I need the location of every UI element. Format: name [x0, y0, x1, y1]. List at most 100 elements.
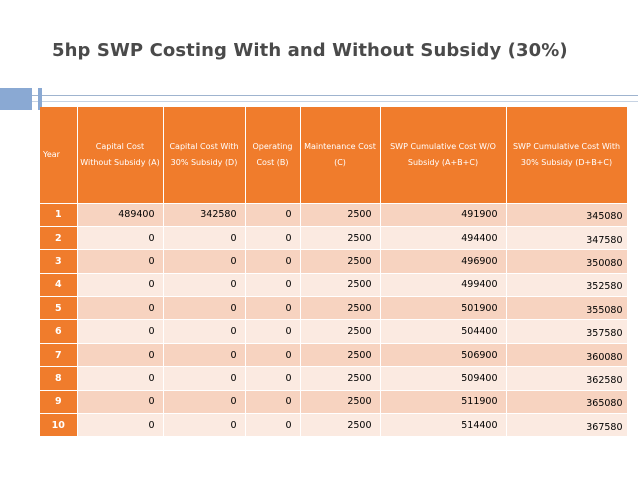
column-header-operating-cost: Operating Cost (B) — [245, 107, 301, 204]
cell-value: 362580 — [586, 374, 623, 386]
cell-capital-cost-with-subsidy: 0 — [163, 390, 246, 415]
table-row: 9 0 0 0 2500 511900 365080 — [40, 390, 628, 415]
cell-year: 5 — [40, 296, 78, 321]
cell-operating-cost: 0 — [245, 390, 301, 415]
cell-year: 2 — [40, 226, 78, 251]
cell-capital-cost-without-subsidy: 0 — [77, 343, 164, 368]
cell-value: 350080 — [586, 257, 623, 269]
cell-capital-cost-without-subsidy: 0 — [77, 319, 164, 344]
cell-operating-cost: 0 — [245, 203, 301, 227]
table-row: 1 489400 342580 0 2500 491900 345080 — [40, 203, 628, 227]
cell-cumulative-with-subsidy: 345080 — [506, 203, 628, 227]
cell-operating-cost: 0 — [245, 226, 301, 251]
table-row: 8 0 0 0 2500 509400 362580 — [40, 366, 628, 391]
cell-cumulative-with-subsidy: 355080 — [506, 296, 628, 321]
cell-capital-cost-without-subsidy: 0 — [77, 249, 164, 274]
cell-capital-cost-with-subsidy: 0 — [163, 319, 246, 344]
cell-operating-cost: 0 — [245, 343, 301, 368]
cell-capital-cost-with-subsidy: 0 — [163, 366, 246, 391]
cell-operating-cost: 0 — [245, 249, 301, 274]
cell-year: 3 — [40, 249, 78, 274]
cell-capital-cost-with-subsidy: 0 — [163, 343, 246, 368]
cell-maintenance-cost: 2500 — [300, 343, 381, 368]
table-body: 1 489400 342580 0 2500 491900 345080 2 0 0 0 2500 49… — [40, 203, 628, 438]
cell-cumulative-without-subsidy: 494400 — [380, 226, 507, 251]
table-row: 3 0 0 0 2500 496900 350080 — [40, 249, 628, 274]
cell-maintenance-cost: 2500 — [300, 413, 381, 438]
cell-operating-cost: 0 — [245, 319, 301, 344]
cell-cumulative-with-subsidy: 352580 — [506, 273, 628, 298]
cell-year: 10 — [40, 413, 78, 438]
table-row: 2 0 0 0 2500 494400 347580 — [40, 226, 628, 251]
cell-operating-cost: 0 — [245, 366, 301, 391]
cell-capital-cost-without-subsidy: 0 — [77, 273, 164, 298]
title-divider — [0, 95, 638, 96]
cell-value: 355080 — [586, 304, 623, 316]
cell-capital-cost-with-subsidy: 0 — [163, 273, 246, 298]
cell-value: 352580 — [586, 281, 623, 293]
cell-operating-cost: 0 — [245, 273, 301, 298]
cell-cumulative-without-subsidy: 491900 — [380, 203, 507, 227]
cell-value: 365080 — [586, 398, 623, 410]
cell-maintenance-cost: 2500 — [300, 319, 381, 344]
slide-title: 5hp SWP Costing With and Without Subsidy… — [52, 40, 568, 61]
cell-value: 345080 — [586, 211, 623, 223]
cell-capital-cost-without-subsidy: 0 — [77, 226, 164, 251]
cell-cumulative-with-subsidy: 362580 — [506, 366, 628, 391]
cell-year: 1 — [40, 203, 78, 227]
cell-value: 347580 — [586, 234, 623, 246]
cell-value: 360080 — [586, 351, 623, 363]
column-header-cumulative-without-subsidy: SWP Cumulative Cost W/O Subsidy (A+B+C) — [380, 107, 507, 204]
column-header-capital-cost-without-subsidy: Capital Cost Without Subsidy (A) — [77, 107, 164, 204]
table-row: 10 0 0 0 2500 514400 367580 — [40, 413, 628, 438]
cell-cumulative-without-subsidy: 496900 — [380, 249, 507, 274]
cell-maintenance-cost: 2500 — [300, 366, 381, 391]
table-row: 6 0 0 0 2500 504400 357580 — [40, 319, 628, 344]
cell-year: 7 — [40, 343, 78, 368]
cell-cumulative-without-subsidy: 509400 — [380, 366, 507, 391]
cell-value: 357580 — [586, 328, 623, 340]
cell-year: 6 — [40, 319, 78, 344]
cell-maintenance-cost: 2500 — [300, 203, 381, 227]
table-row: 7 0 0 0 2500 506900 360080 — [40, 343, 628, 368]
cell-cumulative-with-subsidy: 347580 — [506, 226, 628, 251]
column-header-capital-cost-with-subsidy: Capital Cost With 30% Subsidy (D) — [163, 107, 246, 204]
cell-maintenance-cost: 2500 — [300, 296, 381, 321]
table-header-row: Year Capital Cost Without Subsidy (A) Ca… — [40, 107, 628, 204]
cell-maintenance-cost: 2500 — [300, 390, 381, 415]
cell-cumulative-with-subsidy: 357580 — [506, 319, 628, 344]
column-header-cumulative-with-subsidy: SWP Cumulative Cost With 30% Subsidy (D+… — [506, 107, 628, 204]
cell-cumulative-without-subsidy: 506900 — [380, 343, 507, 368]
costing-table: Year Capital Cost Without Subsidy (A) Ca… — [40, 107, 628, 438]
cell-cumulative-without-subsidy: 511900 — [380, 390, 507, 415]
cell-cumulative-without-subsidy: 514400 — [380, 413, 507, 438]
cell-year: 8 — [40, 366, 78, 391]
table-row: 5 0 0 0 2500 501900 355080 — [40, 296, 628, 321]
cell-capital-cost-without-subsidy: 489400 — [77, 203, 164, 227]
cell-year: 9 — [40, 390, 78, 415]
cell-maintenance-cost: 2500 — [300, 273, 381, 298]
cell-capital-cost-without-subsidy: 0 — [77, 390, 164, 415]
cell-operating-cost: 0 — [245, 296, 301, 321]
cell-cumulative-with-subsidy: 360080 — [506, 343, 628, 368]
cell-cumulative-with-subsidy: 350080 — [506, 249, 628, 274]
column-header-year: Year — [40, 107, 78, 204]
cell-capital-cost-with-subsidy: 0 — [163, 226, 246, 251]
cell-cumulative-with-subsidy: 365080 — [506, 390, 628, 415]
accent-bar — [38, 88, 42, 110]
accent-block — [0, 88, 32, 110]
cell-capital-cost-without-subsidy: 0 — [77, 366, 164, 391]
cell-capital-cost-without-subsidy: 0 — [77, 296, 164, 321]
column-header-maintenance-cost: Maintenance Cost (C) — [300, 107, 381, 204]
cell-capital-cost-without-subsidy: 0 — [77, 413, 164, 438]
cell-cumulative-without-subsidy: 504400 — [380, 319, 507, 344]
cell-capital-cost-with-subsidy: 0 — [163, 296, 246, 321]
cell-cumulative-without-subsidy: 501900 — [380, 296, 507, 321]
cell-year: 4 — [40, 273, 78, 298]
cell-capital-cost-with-subsidy: 0 — [163, 413, 246, 438]
title-divider-secondary — [0, 101, 638, 102]
cell-maintenance-cost: 2500 — [300, 226, 381, 251]
cell-capital-cost-with-subsidy: 0 — [163, 249, 246, 274]
cell-cumulative-with-subsidy: 367580 — [506, 413, 628, 438]
cell-capital-cost-with-subsidy: 342580 — [163, 203, 246, 227]
